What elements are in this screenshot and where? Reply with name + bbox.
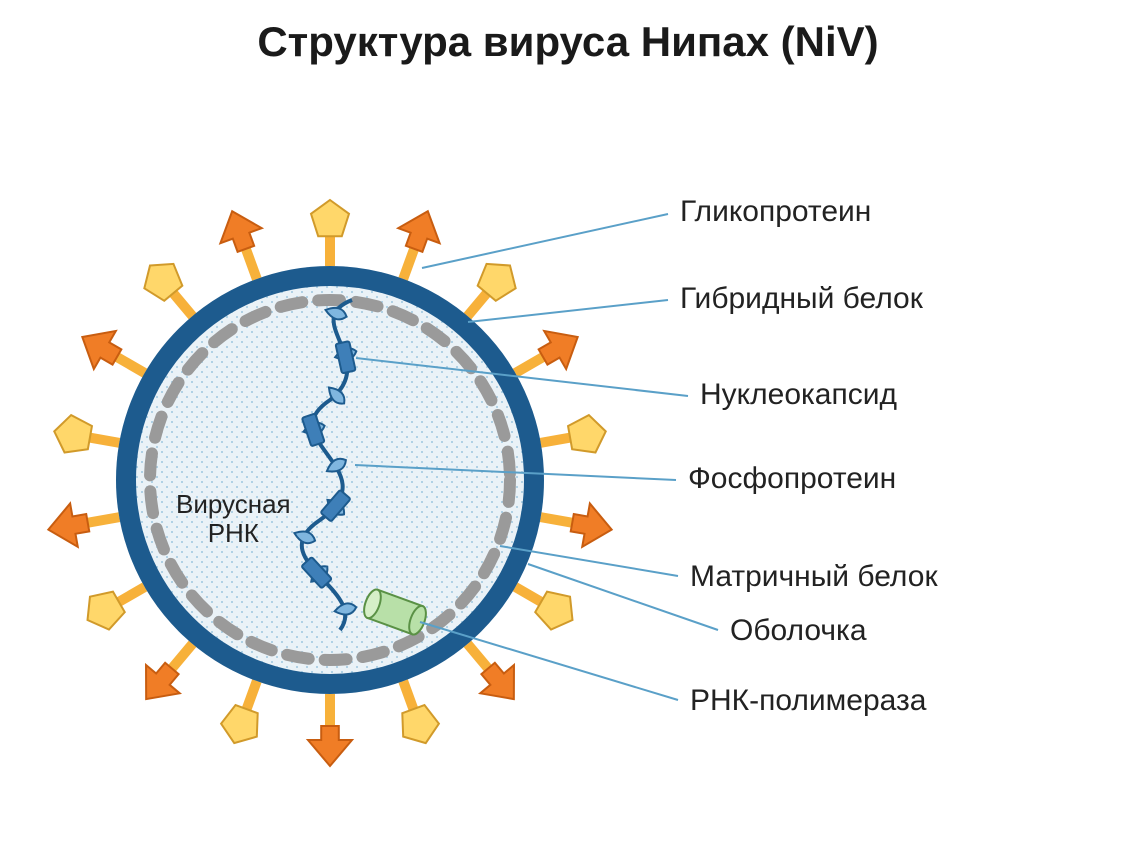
label-envelope: Оболочка [730,614,867,648]
label-polymerase: РНК-полимераза [690,684,926,718]
virus-body [116,266,544,694]
rna-inner-label: ВируснаяРНК [176,490,291,547]
label-glycoprotein: Гликопротеин [680,195,871,229]
rna-label-line2: РНК [208,518,259,548]
label-nucleocapsid: Нуклеокапсид [700,378,897,412]
virus-diagram [0,0,1136,850]
label-matrix: Матричный белок [690,560,938,594]
rna-label-line1: Вирусная [176,489,291,519]
label-phosphoprotein: Фосфопротеин [688,462,896,496]
label-fusion: Гибридный белок [680,282,923,316]
